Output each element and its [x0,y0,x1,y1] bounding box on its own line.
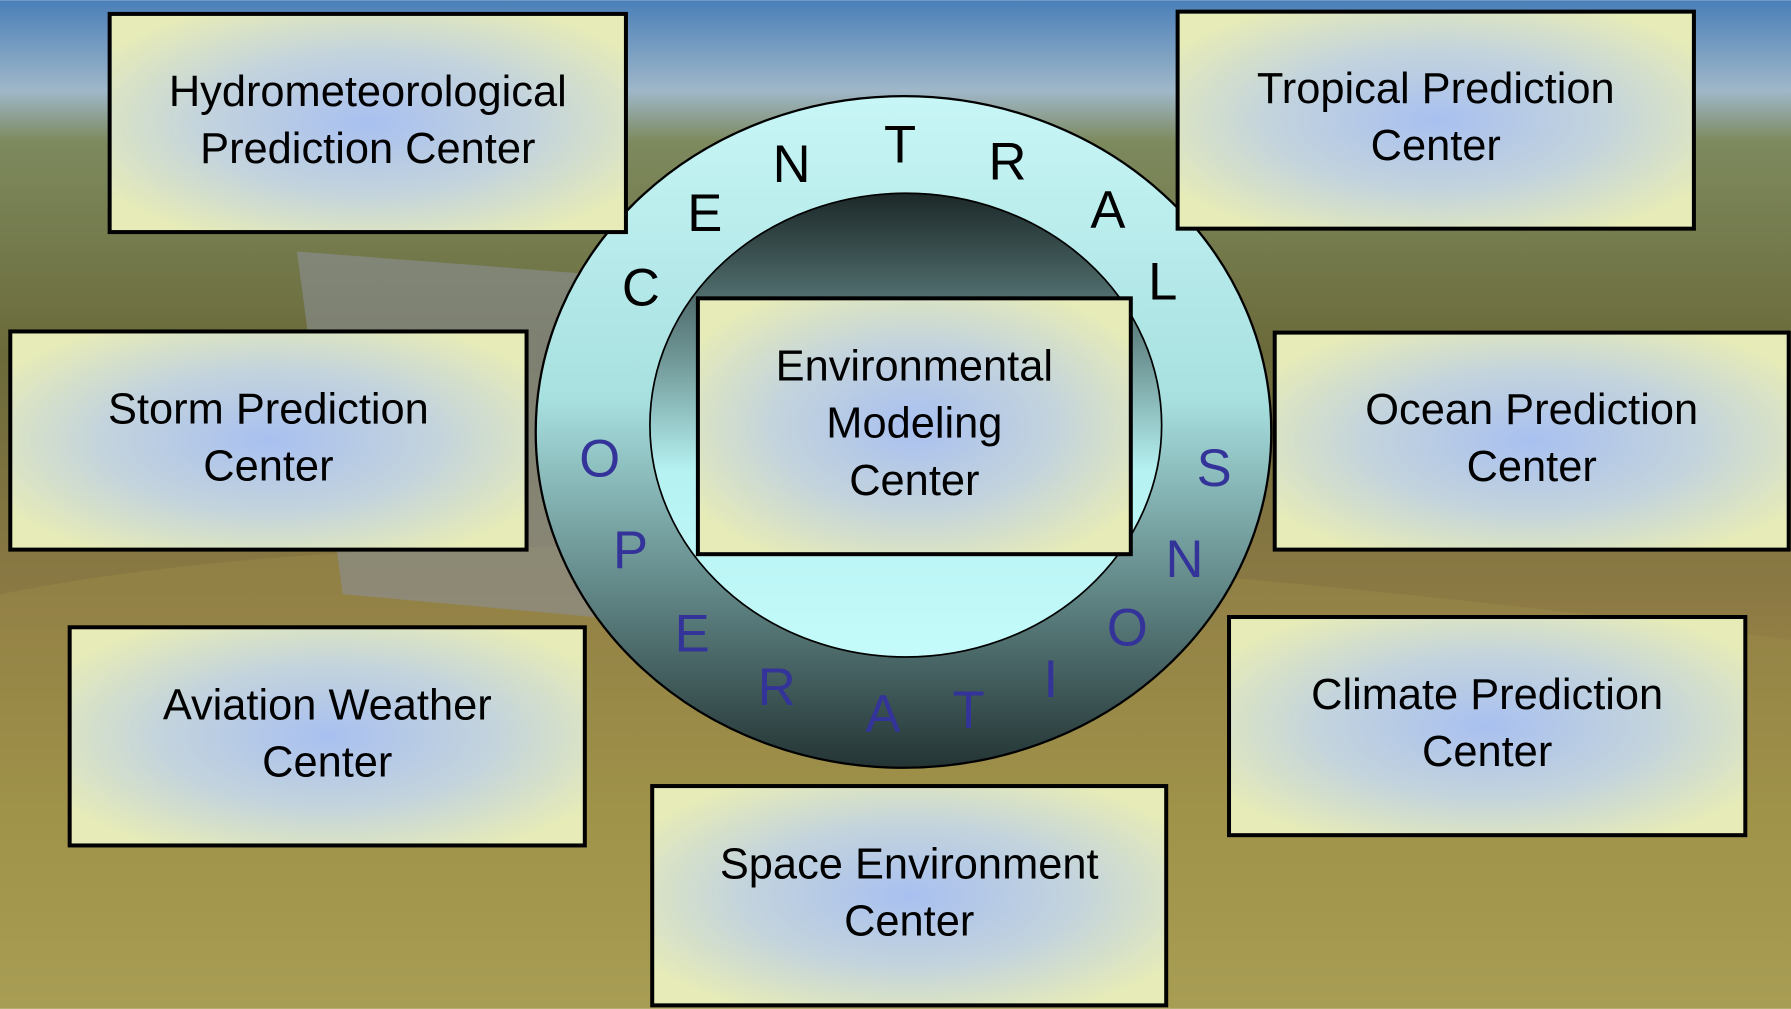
ring-letter: E [687,184,722,243]
ring-letter: R [988,133,1026,192]
box-label: Aviation Weather [163,681,492,729]
center-box-label: Environmental [776,343,1053,391]
ring-letter: N [773,135,811,194]
ring-letter: T [884,116,916,175]
ring-letter: N [1166,530,1204,589]
ring-letter: P [613,521,648,580]
box-label: Center [262,738,392,786]
ring-letter: E [675,604,710,663]
ring-letter: T [953,681,985,740]
center-box-label: Center [849,457,979,505]
diagram: CENTRALOPERATIONSEnvironmentalModelingCe… [0,0,1791,1009]
box [652,786,1166,1005]
box [70,627,585,845]
box [1275,333,1789,550]
ring-letter: A [1090,181,1125,240]
box [110,14,626,232]
ring-letter: R [758,658,796,717]
ring-letter: L [1148,253,1177,312]
ring-letter: A [865,684,900,743]
box-label: Space Environment [720,841,1099,889]
box-label: Climate Prediction [1311,671,1663,719]
box-label: Prediction Center [200,125,535,173]
ring-letter: O [1107,599,1148,658]
box-label: Center [203,443,333,491]
box-label: Storm Prediction [108,385,429,433]
page: CENTRALOPERATIONSEnvironmentalModelingCe… [0,0,1791,1009]
box-label: Tropical Prediction [1257,65,1615,113]
box-label: Center [1422,728,1552,776]
ring-letter: C [622,258,660,317]
box-label: Center [1371,122,1501,170]
box-label: Center [844,898,974,946]
box [1229,617,1745,835]
box [10,331,526,549]
center-box-label: Modeling [826,400,1002,448]
box-label: Ocean Prediction [1365,386,1698,434]
box-label: Center [1467,443,1597,491]
box-label: Hydrometeorological [169,68,567,116]
ring-letter: S [1197,439,1232,498]
ring-letter: I [1044,650,1059,709]
ring-letter: O [579,430,620,489]
box [1178,12,1694,229]
